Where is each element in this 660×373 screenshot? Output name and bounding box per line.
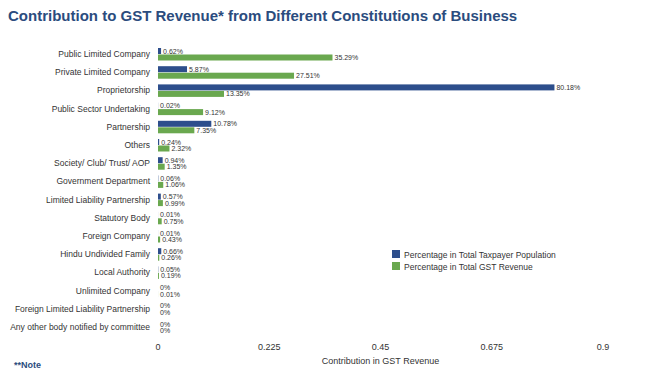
tick-label: 0.45 xyxy=(372,342,390,352)
category-label: Foreign Company xyxy=(82,231,150,241)
bar xyxy=(158,328,159,334)
bar xyxy=(158,218,162,224)
bar xyxy=(158,175,159,181)
bar xyxy=(158,48,161,54)
bars xyxy=(158,48,554,297)
category-label: Others xyxy=(124,140,150,150)
category-label: Private Limited Company xyxy=(55,67,151,77)
bar xyxy=(158,212,159,218)
legend-label: Percentage in Total Taxpayer Population xyxy=(404,250,556,260)
legend-label: Percentage in Total GST Revenue xyxy=(404,262,533,272)
bar xyxy=(158,291,159,297)
category-label: Public Sector Undertaking xyxy=(52,104,151,114)
data-label: 2.32% xyxy=(171,145,191,152)
data-label: 0% xyxy=(160,327,170,334)
category-label: Government Department xyxy=(56,176,150,186)
bar xyxy=(158,157,163,163)
data-label: 9.12% xyxy=(205,109,225,116)
data-label: 1.06% xyxy=(165,181,185,188)
data-label: 0.19% xyxy=(161,272,181,279)
bar xyxy=(158,230,159,236)
bar xyxy=(158,109,203,115)
category-label: Limited Liability Partnership xyxy=(46,195,150,205)
bar xyxy=(158,182,163,188)
data-label: 0.26% xyxy=(161,254,181,261)
data-label: 0.99% xyxy=(165,200,185,207)
legend-swatch xyxy=(392,250,400,258)
bar xyxy=(158,303,159,309)
bar xyxy=(158,321,159,327)
labels: Public Limited Company 0.62% 35.29% Private… xyxy=(10,48,580,335)
axis-title: Contribution in GST Revenue xyxy=(322,356,439,366)
tick-label: 0.675 xyxy=(480,342,503,352)
category-label: Foreign Limited Liability Partnership xyxy=(15,304,150,314)
data-label: 0.43% xyxy=(162,236,182,243)
tick-label: 0.9 xyxy=(597,342,610,352)
data-label: 27.51% xyxy=(296,72,320,79)
category-label: Proprietorship xyxy=(97,85,150,95)
data-label: 7.35% xyxy=(196,127,216,134)
tick xyxy=(380,336,381,338)
tick-label: 0.225 xyxy=(258,342,281,352)
data-label: 0.75% xyxy=(164,218,184,225)
bar xyxy=(158,55,332,61)
bar xyxy=(158,139,159,145)
tick xyxy=(269,336,270,338)
category-label: Public Limited Company xyxy=(58,49,150,59)
bar xyxy=(158,237,160,243)
legend-swatch xyxy=(392,262,400,270)
category-label: Society/ Club/ Trust/ AOP xyxy=(54,158,150,168)
bar xyxy=(158,273,159,279)
bar xyxy=(158,66,187,72)
bar xyxy=(158,266,159,272)
bar xyxy=(158,103,159,109)
data-label: 35.29% xyxy=(334,54,358,61)
category-label: Hindu Undivided Family xyxy=(60,249,151,259)
data-label: 0.02% xyxy=(160,102,180,109)
chart: Contribution to GST Revenue* from Differ… xyxy=(0,0,660,373)
bar xyxy=(158,164,165,170)
data-label: 0% xyxy=(160,309,170,316)
bar xyxy=(158,91,224,97)
category-label: Local Authority xyxy=(94,267,151,277)
bar xyxy=(158,285,159,291)
tick xyxy=(158,336,159,338)
tick xyxy=(603,336,604,338)
bar xyxy=(158,127,194,133)
legend: Percentage in Total Taxpayer Population P… xyxy=(392,250,556,272)
tick xyxy=(491,336,492,338)
data-label: 10.78% xyxy=(213,120,237,127)
category-label: Statutory Body xyxy=(94,213,151,223)
title: Contribution to GST Revenue* from Differ… xyxy=(8,7,517,24)
data-label: 1.35% xyxy=(167,163,187,170)
annotation: **Note xyxy=(14,360,41,370)
bar xyxy=(158,194,161,200)
bar xyxy=(158,255,159,261)
data-label: 5.87% xyxy=(189,66,209,73)
bar xyxy=(158,84,554,90)
data-label: 80.18% xyxy=(556,84,580,91)
category-label: Partnership xyxy=(107,122,151,132)
bar xyxy=(158,309,159,315)
data-label: 0.62% xyxy=(163,48,183,55)
bar xyxy=(158,200,163,206)
category-label: Unlimited Company xyxy=(76,286,151,296)
data-label: 0.01% xyxy=(160,291,180,298)
category-label: Any other body notified by committee xyxy=(10,322,150,332)
bar xyxy=(158,73,294,79)
data-label: 13.35% xyxy=(226,90,250,97)
bar xyxy=(158,146,169,152)
tick-label: 0 xyxy=(155,342,160,352)
